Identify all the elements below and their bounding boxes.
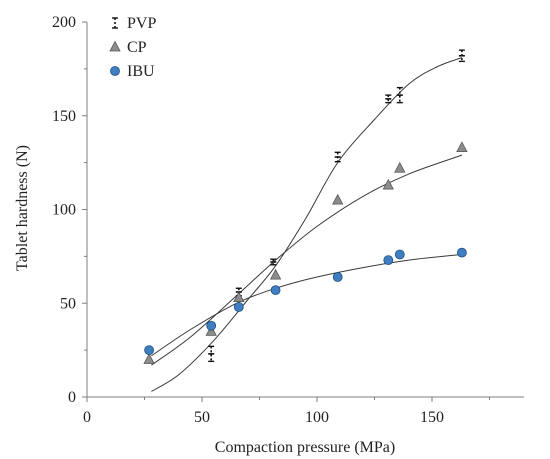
- data-point-ibu: [206, 320, 217, 331]
- legend-marker-cp: [109, 40, 121, 52]
- x-tick-label: 150: [420, 409, 444, 426]
- x-tick-label: 50: [194, 409, 210, 426]
- axes: 0 50 100 150 200 0 50 100 150: [52, 14, 524, 426]
- legend-marker-pvp: [112, 17, 118, 29]
- data-point-pvp: [385, 94, 392, 104]
- y-tick-label: 100: [52, 202, 76, 219]
- data-point-cp: [143, 353, 155, 364]
- data-point-cp: [233, 291, 245, 303]
- trend-line-pvp: [151, 57, 463, 392]
- data-point-ibu: [332, 272, 343, 282]
- data-point-pvp: [458, 49, 465, 63]
- legend-label-ibu: IBU: [127, 63, 155, 80]
- x-tick-label: 0: [83, 409, 91, 426]
- x-axis-title: Compaction pressure (MPa): [215, 439, 395, 456]
- data-point-ibu: [394, 249, 405, 260]
- y-tick-label: 150: [52, 108, 76, 125]
- data-marks: [143, 49, 468, 364]
- trend-lines: [151, 57, 463, 392]
- data-point-pvp: [270, 258, 277, 266]
- legend-label-pvp: PVP: [127, 15, 156, 32]
- legend-label-cp: CP: [127, 39, 147, 56]
- y-tick-label: 50: [60, 295, 76, 312]
- data-point-ibu: [144, 345, 155, 356]
- data-point-ibu: [270, 285, 281, 296]
- x-tick-label: 100: [305, 409, 329, 426]
- data-point-ibu: [383, 255, 394, 266]
- data-point-cp: [269, 268, 282, 280]
- legend: PVP CP IBU: [109, 15, 156, 80]
- data-point-cp: [456, 141, 468, 153]
- data-point-cp: [332, 193, 344, 205]
- data-point-pvp: [334, 151, 341, 163]
- y-axis-title: Tablet hardness (N): [14, 145, 31, 271]
- data-point-pvp: [208, 345, 215, 363]
- data-point-cp: [382, 178, 394, 190]
- data-point-ibu: [233, 302, 244, 312]
- trend-line-cp: [151, 154, 463, 366]
- y-tick-label: 0: [68, 389, 76, 406]
- data-point-pvp: [396, 86, 403, 104]
- data-point-ibu: [456, 247, 467, 258]
- legend-marker-ibu: [110, 66, 120, 76]
- y-tick-label: 200: [52, 14, 76, 31]
- trend-line-ibu: [151, 254, 462, 357]
- data-point-cp: [394, 161, 406, 173]
